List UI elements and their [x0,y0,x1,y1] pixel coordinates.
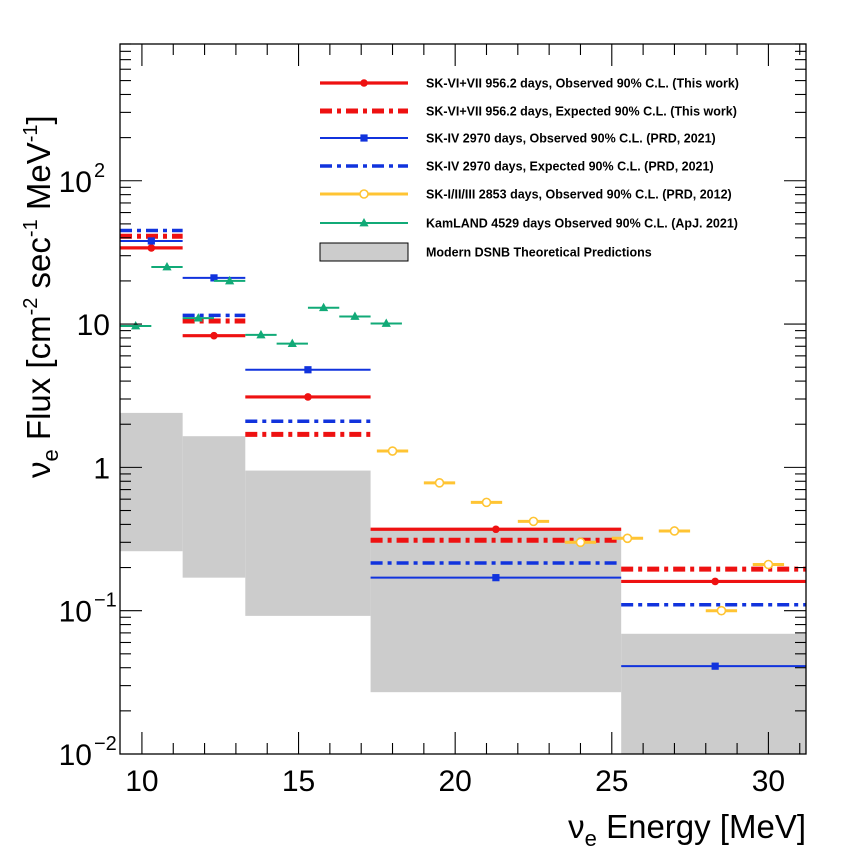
sk67_obs-point-3 [492,525,500,534]
x-tick-label-10: 10 [125,765,158,798]
legend-label-sk67_obs: SK-VI+VII 956.2 days, Observed 90% C.L. … [426,77,739,91]
legend-marker-sk123_obs [359,189,369,199]
y-axis-title-symbol: ν [20,462,57,479]
dsnb-bin-1 [182,436,246,578]
sk67_obs-point-0 [147,244,156,252]
sk123_obs-point-8 [763,559,774,570]
legend-label-sk4_exp: SK-IV 2970 days, Expected 90% C.L. (PRD,… [426,160,714,174]
x-axis-title-subscript: e [585,826,597,851]
kamland_obs-point-8 [381,318,391,327]
kamland_obs-point-1 [162,262,172,271]
legend-label-sk123_obs: SK-I/II/III 2853 days, Observed 90% C.L.… [426,188,732,202]
sk4_obs-point-3 [492,574,500,582]
y-tick-label-base: 10 [59,739,92,772]
sk123_obs-point-4 [575,537,586,548]
sk67_obs-point-4 [711,577,719,586]
legend-label-sk67_exp: SK-VI+VII 956.2 days, Expected 90% C.L. … [426,105,737,119]
y-tick-label-exponent-0.01: −2 [94,733,117,755]
y-tick-label-exponent-0.1: −1 [94,590,117,612]
legend-label-kamland_obs: KamLAND 4529 days Observed 90% C.L. (ApJ… [426,217,738,231]
sk4_obs-point-4 [711,662,719,670]
y-tick-label-base: 10 [59,166,92,199]
legend: SK-VI+VII 956.2 days, Observed 90% C.L. … [319,77,739,262]
x-axis-title-symbol: ν [568,808,585,845]
sk123_obs-point-0 [387,446,398,456]
sk123_obs-point-5 [622,533,633,544]
y-axis-title-sup3: -1 [20,124,42,142]
legend-label-sk4_obs: SK-IV 2970 days, Observed 90% C.L. (PRD,… [426,132,716,146]
x-tick-label-20: 20 [438,765,471,798]
sk4_obs-point-2 [304,366,312,374]
kamland_obs-point-3 [225,275,235,285]
y-tick-label-base: 1 [93,452,110,485]
x-axis-title-rest: Energy [MeV] [597,808,806,845]
legend-label-dsnb: Modern DSNB Theoretical Predictions [426,246,652,260]
y-axis-title-part1: Flux [cm [20,315,57,449]
y-tick-label-0.01: 10 [59,739,92,772]
sk67_obs-point-1 [210,331,218,340]
legend-marker-sk67_obs [360,79,368,87]
y-tick-label-base: 10 [77,309,110,342]
y-axis-title: νe Flux [cm-2 sec-1 MeV-1] [20,115,63,478]
legend-entry-sk67_obs: SK-VI+VII 956.2 days, Observed 90% C.L. … [320,77,739,91]
y-tick-label-100: 10 [59,166,92,199]
kamland_obs-point-7 [350,311,360,320]
y-axis-title-subscript: e [38,449,63,461]
legend-entry-dsnb: Modern DSNB Theoretical Predictions [319,242,652,262]
legend-marker-sk4_obs [360,134,368,142]
legend-entry-sk67_exp: SK-VI+VII 956.2 days, Expected 90% C.L. … [320,105,737,119]
legend-entry-sk4_obs: SK-IV 2970 days, Observed 90% C.L. (PRD,… [320,132,716,146]
y-axis-title-part2: sec [20,237,57,298]
x-tick-label-25: 25 [595,765,628,798]
sk4_obs-series [120,237,806,670]
y-tick-label-base: 10 [59,596,92,629]
y-axis-title-sup1: -2 [20,298,42,316]
dsnb-bin-4 [621,633,806,754]
legend-entry-kamland_obs: KamLAND 4529 days Observed 90% C.L. (ApJ… [320,217,738,231]
sk123_obs-point-1 [434,478,445,488]
legend-marker-kamland_obs [359,218,369,227]
y-axis-title-part3: MeV [20,142,57,219]
sk123_obs-point-7 [716,605,727,616]
dsnb-bin-0 [120,412,183,552]
dsnb-bin-2 [245,470,371,616]
x-tick-label-15: 15 [282,765,315,798]
y-tick-label-0.1: 10 [59,596,92,629]
series-layer [120,228,806,670]
sk4_exp-series [120,228,806,607]
sk123_obs-point-2 [481,497,492,508]
legend-entry-sk4_exp: SK-IV 2970 days, Expected 90% C.L. (PRD,… [320,160,714,174]
y-tick-label-exponent-100: 2 [94,160,105,182]
legend-swatch-dsnb [319,242,409,262]
sk123_obs-point-3 [528,516,539,527]
kamland_obs-point-0 [131,320,141,330]
y-tick-label-10: 10 [77,309,110,342]
sk4_obs-point-1 [210,274,218,282]
sk67_obs-point-2 [304,393,312,401]
kamland_obs-point-5 [287,338,297,348]
y-tick-label-1: 1 [93,452,110,485]
kamland_obs-point-2 [193,313,203,322]
y-axis-title-part4: ] [20,115,57,124]
kamland_obs-series [120,262,402,348]
legend-entry-sk123_obs: SK-I/II/III 2853 days, Observed 90% C.L.… [320,188,732,202]
sk123_obs-point-6 [669,526,680,536]
band-layer [120,412,806,754]
sk123_obs-series [376,446,785,616]
kamland_obs-point-4 [256,329,266,339]
sk67_obs-series [120,244,806,586]
dsnb-bin-3 [370,529,622,693]
kamland_obs-point-6 [319,302,329,312]
y-axis-title-sup2: -1 [20,219,42,237]
sk4_obs-point-0 [147,237,155,245]
x-axis-title: νe Energy [MeV] [568,808,806,851]
x-tick-label-30: 30 [752,765,785,798]
